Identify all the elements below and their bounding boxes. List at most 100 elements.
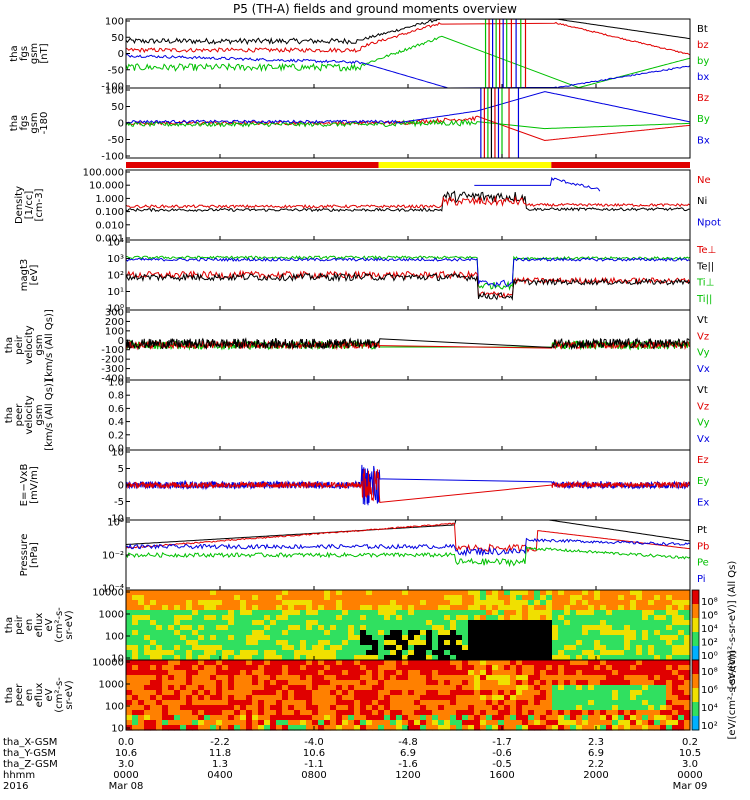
heatmap-cell-peir — [504, 595, 511, 601]
y-tick-label: 0.6 — [108, 404, 124, 415]
heatmap-cell-peer — [204, 695, 211, 701]
heatmap-cell-peir — [570, 590, 577, 596]
heatmap-cell-peir — [480, 610, 487, 616]
heatmap-cell-peir — [642, 590, 649, 596]
heatmap-cell-peer — [396, 720, 403, 726]
heatmap-cell-peer — [498, 720, 505, 726]
heatmap-cell-peer — [348, 690, 355, 696]
heatmap-cell-peir — [192, 645, 199, 651]
heatmap-cell-peer — [318, 685, 325, 691]
heatmap-cell-peir — [168, 615, 175, 621]
heatmap-cell-peer — [306, 680, 313, 686]
heatmap-cell-peir — [288, 625, 295, 631]
heatmap-cell-peir — [360, 650, 367, 656]
heatmap-cell-peer — [222, 700, 229, 706]
heatmap-cell-peir — [666, 605, 673, 611]
heatmap-cell-peer — [510, 695, 517, 701]
heatmap-cell-peer — [564, 700, 571, 706]
heatmap-cell-peer — [432, 675, 439, 681]
heatmap-cell-peer — [330, 690, 337, 696]
heatmap-cell-peer — [570, 680, 577, 686]
heatmap-cell-peir — [168, 640, 175, 646]
heatmap-cell-peir — [618, 640, 625, 646]
legend-entry: Vt — [697, 385, 708, 396]
y-axis-label: (cm²-s- — [54, 677, 65, 713]
heatmap-cell-peer — [144, 680, 151, 686]
heatmap-cell-peir — [444, 595, 451, 601]
heatmap-cell-peir — [660, 600, 667, 606]
heatmap-cell-peer — [432, 700, 439, 706]
heatmap-cell-peir — [528, 610, 535, 616]
y-tick-label: 50 — [111, 33, 124, 44]
heatmap-cell-peir — [570, 655, 577, 661]
heatmap-cell-peer — [432, 670, 439, 676]
heatmap-cell-peer — [354, 665, 361, 671]
heatmap-cell-peir — [396, 640, 403, 646]
heatmap-cell-peir — [456, 650, 463, 656]
heatmap-cell-peer — [270, 665, 277, 671]
heatmap-cell-peir — [510, 600, 517, 606]
heatmap-cell-peer — [468, 695, 475, 701]
heatmap-cell-peir — [312, 595, 319, 601]
heatmap-cell-peer — [444, 710, 451, 716]
heatmap-cell-peer — [270, 660, 277, 666]
heatmap-cell-peer — [138, 705, 145, 711]
heatmap-cell-peer — [582, 675, 589, 681]
heatmap-cell-peir — [468, 620, 475, 626]
heatmap-cell-peer — [402, 660, 409, 666]
heatmap-cell-peir — [402, 640, 409, 646]
heatmap-cell-peer — [270, 695, 277, 701]
heatmap-cell-peer — [450, 670, 457, 676]
heatmap-cell-peir — [126, 650, 133, 656]
heatmap-cell-peir — [636, 630, 643, 636]
heatmap-cell-peir — [366, 615, 373, 621]
heatmap-cell-peir — [642, 595, 649, 601]
heatmap-cell-peir — [324, 590, 331, 596]
heatmap-cell-peir — [162, 620, 169, 626]
heatmap-cell-peir — [606, 635, 613, 641]
heatmap-cell-peir — [564, 595, 571, 601]
heatmap-cell-peir — [240, 650, 247, 656]
heatmap-cell-peir — [228, 620, 235, 626]
heatmap-cell-peir — [618, 645, 625, 651]
heatmap-cell-peer — [636, 660, 643, 666]
heatmap-cell-peer — [522, 710, 529, 716]
heatmap-cell-peer — [414, 710, 421, 716]
heatmap-cell-peir — [402, 635, 409, 641]
heatmap-cell-peer — [582, 720, 589, 726]
heatmap-cell-peer — [504, 700, 511, 706]
heatmap-cell-peir — [330, 630, 337, 636]
heatmap-cell-peir — [648, 590, 655, 596]
heatmap-cell-peer — [612, 705, 619, 711]
heatmap-cell-peer — [420, 700, 427, 706]
heatmap-cell-peer — [492, 700, 499, 706]
heatmap-cell-peir — [390, 650, 397, 656]
heatmap-cell-peir — [156, 625, 163, 631]
heatmap-cell-peer — [372, 680, 379, 686]
heatmap-cell-peer — [612, 670, 619, 676]
heatmap-cell-peer — [642, 695, 649, 701]
heatmap-cell-peer — [618, 700, 625, 706]
heatmap-cell-peer — [378, 695, 385, 701]
heatmap-cell-peer — [180, 710, 187, 716]
heatmap-cell-peer — [516, 695, 523, 701]
heatmap-cell-peir — [402, 620, 409, 626]
heatmap-cell-peir — [426, 640, 433, 646]
heatmap-cell-peer — [300, 705, 307, 711]
heatmap-cell-peir — [252, 635, 259, 641]
heatmap-cell-peer — [198, 700, 205, 706]
heatmap-cell-peer — [246, 695, 253, 701]
heatmap-cell-peir — [474, 650, 481, 656]
heatmap-cell-peer — [288, 685, 295, 691]
series-te-perp — [125, 269, 691, 300]
heatmap-cell-peir — [288, 640, 295, 646]
heatmap-cell-peer — [576, 660, 583, 666]
heatmap-cell-peir — [426, 610, 433, 616]
heatmap-cell-peer — [348, 665, 355, 671]
heatmap-cell-peir — [444, 655, 451, 661]
heatmap-cell-peer — [300, 725, 307, 731]
heatmap-cell-peir — [606, 610, 613, 616]
heatmap-cell-peir — [276, 655, 283, 661]
heatmap-cell-peir — [294, 610, 301, 616]
heatmap-cell-peer — [546, 665, 553, 671]
